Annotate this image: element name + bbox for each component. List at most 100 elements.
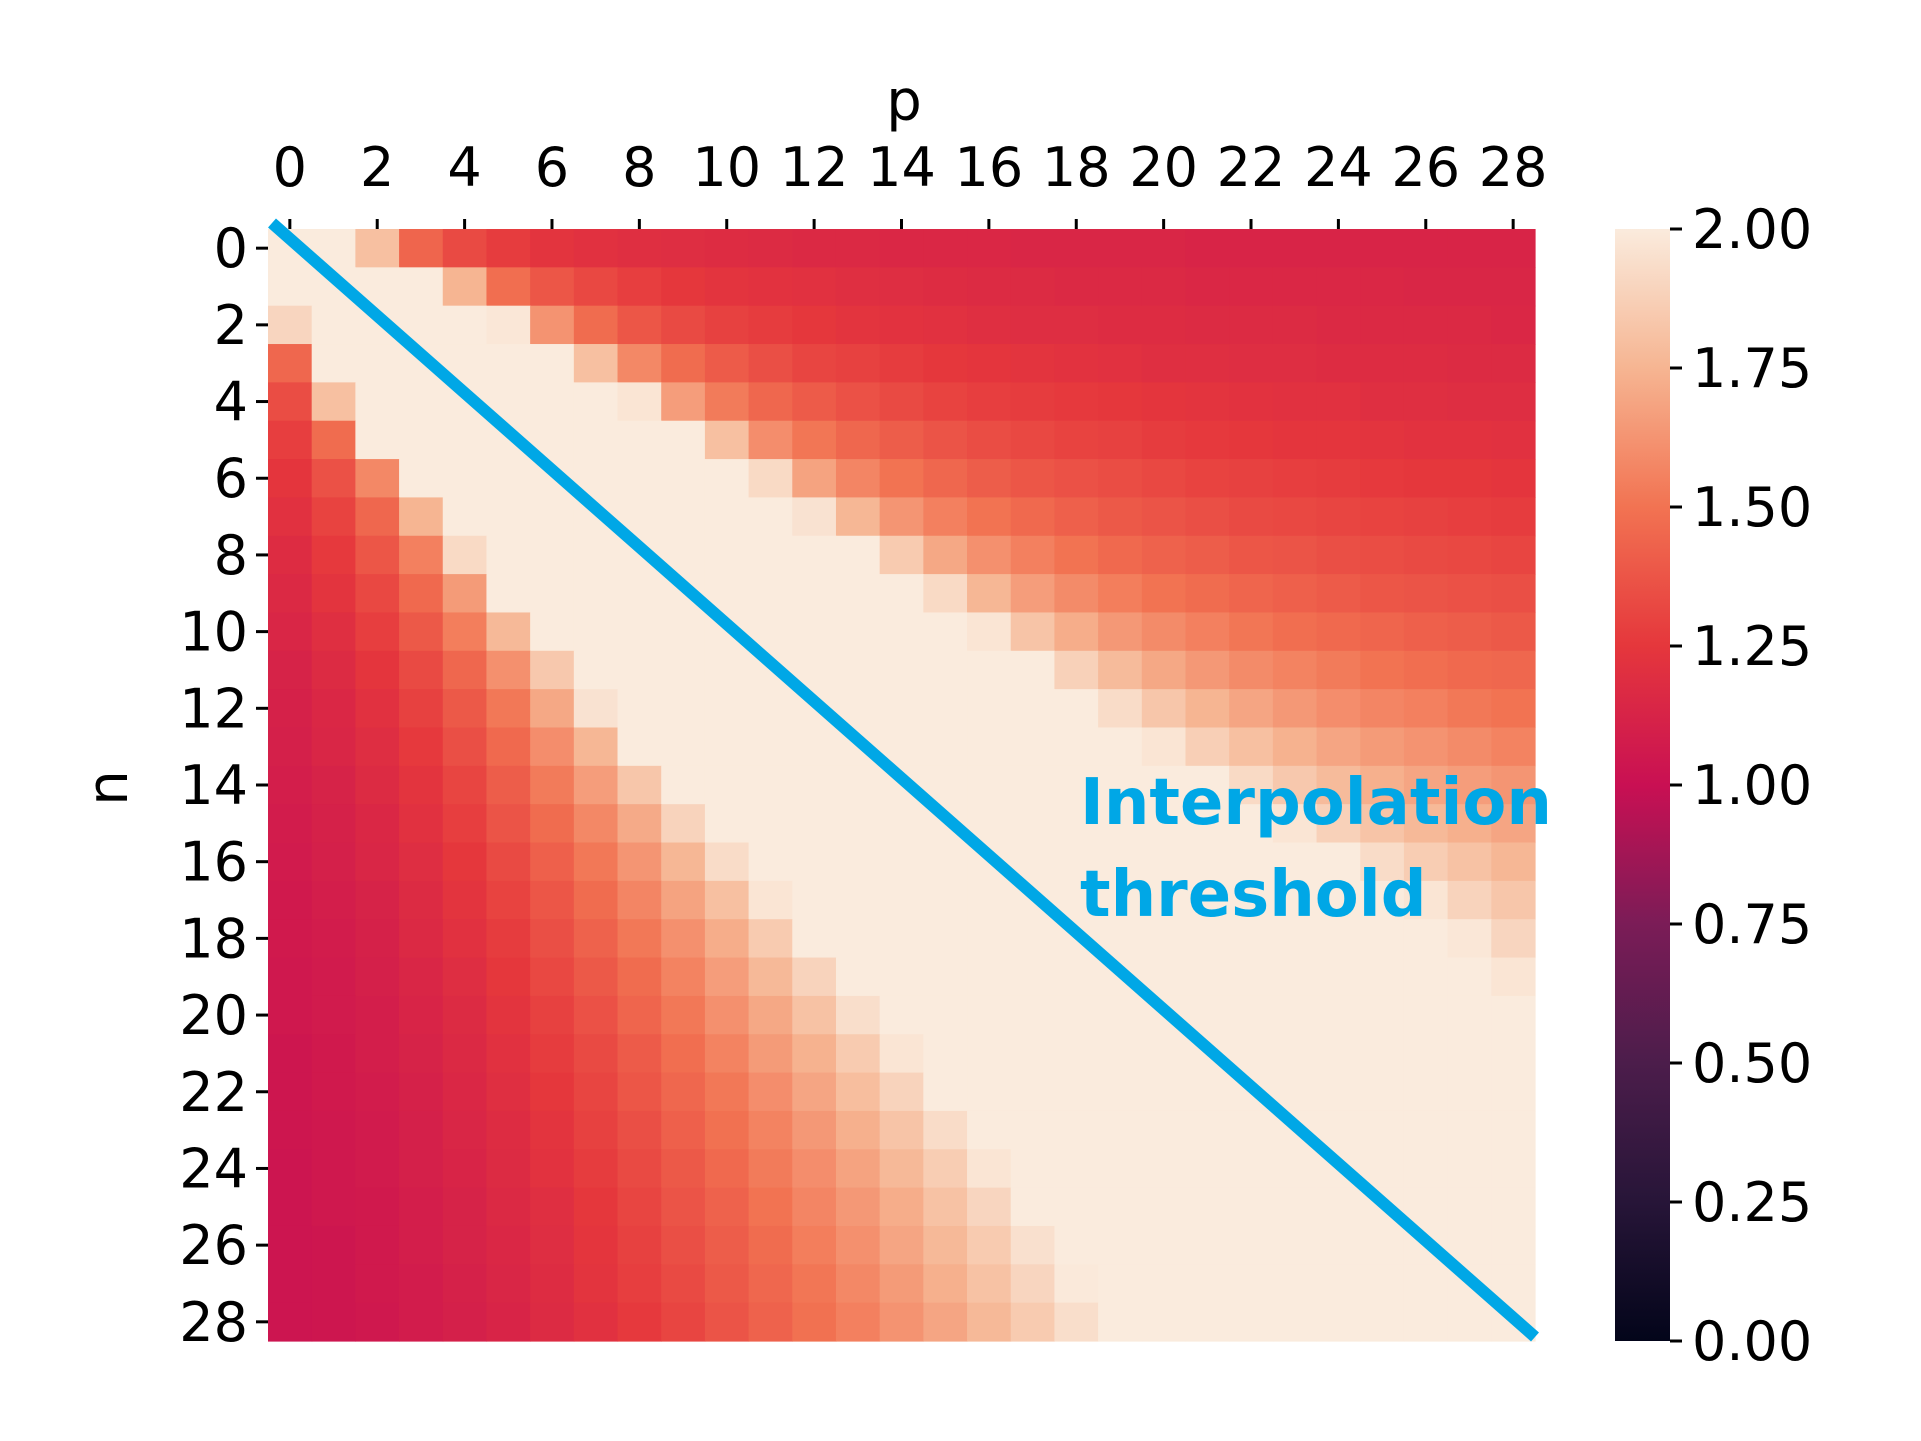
heatmap-cell [704, 305, 750, 345]
heatmap-cell [661, 1110, 706, 1150]
heatmap-cell [1141, 1302, 1187, 1342]
heatmap-cell [311, 305, 356, 345]
heatmap-cell [1360, 727, 1405, 767]
x-tick-label: 8 [622, 136, 656, 199]
heatmap-cell [879, 650, 924, 690]
heatmap-cell [1360, 1225, 1405, 1265]
heatmap-cell [835, 765, 881, 805]
heatmap-cell [1403, 1110, 1449, 1150]
heatmap-cell [1229, 612, 1274, 652]
heatmap-cell [399, 1110, 444, 1150]
heatmap-cell [923, 650, 968, 690]
heatmap-cell [530, 1302, 575, 1342]
y-tick-label: 12 [179, 677, 248, 740]
heatmap-cell [1447, 344, 1492, 383]
heatmap-cell [486, 957, 531, 997]
heatmap-cell [1272, 919, 1318, 959]
heatmap-cell [355, 1225, 400, 1265]
heatmap-cell [879, 1110, 924, 1150]
heatmap-cell [661, 305, 706, 345]
heatmap-cell [1403, 919, 1449, 959]
colorbar [1615, 229, 1670, 1341]
heatmap-cell [967, 1110, 1012, 1150]
heatmap-cell [923, 535, 968, 575]
heatmap-cell [1403, 804, 1449, 844]
heatmap-cell [835, 1110, 881, 1150]
heatmap-cell [661, 880, 706, 920]
heatmap-cell [792, 957, 837, 997]
heatmap-cell [1403, 459, 1449, 499]
heatmap-cell [1098, 267, 1143, 307]
heatmap-cell [573, 765, 619, 805]
heatmap-cell [573, 420, 619, 460]
heatmap-cell [1098, 1302, 1143, 1342]
heatmap-cell [1098, 344, 1143, 383]
heatmap-cell [1403, 612, 1449, 652]
heatmap-cell [1054, 229, 1099, 268]
heatmap-cell [486, 919, 531, 959]
heatmap-cell [399, 420, 444, 460]
heatmap-cell [355, 229, 400, 268]
heatmap-cell [1447, 535, 1492, 575]
x-tick-label: 24 [1304, 136, 1373, 199]
heatmap-cell [835, 612, 881, 652]
heatmap-cell [1098, 689, 1143, 729]
heatmap-cell [1403, 880, 1449, 920]
heatmap-cell [1185, 1302, 1230, 1342]
heatmap-cell [792, 1149, 837, 1189]
heatmap-cell [704, 1149, 750, 1189]
heatmap-cell [268, 267, 313, 307]
heatmap-cell [617, 1072, 662, 1112]
heatmap-cell [1447, 267, 1492, 307]
heatmap-cell [879, 1072, 924, 1112]
heatmap-cell [530, 382, 575, 422]
heatmap-cell [1229, 497, 1274, 537]
heatmap-cell [1403, 229, 1449, 268]
heatmap-cell [1141, 382, 1187, 422]
heatmap-cell [792, 305, 837, 345]
heatmap-cell [1054, 1264, 1099, 1304]
heatmap-cell [792, 574, 837, 614]
heatmap-cell [835, 1072, 881, 1112]
heatmap-cell [617, 574, 662, 614]
heatmap-cell [268, 305, 313, 345]
heatmap-cell [1229, 765, 1274, 805]
heatmap-cell [923, 880, 968, 920]
heatmap-cell [1010, 382, 1056, 422]
heatmap-cell [530, 842, 575, 882]
heatmap-cell [617, 229, 662, 268]
heatmap-cell [967, 650, 1012, 690]
heatmap-cell [748, 267, 793, 307]
x-tick-label: 18 [1042, 136, 1111, 199]
heatmap-cell [311, 842, 356, 882]
heatmap-cell [399, 1187, 444, 1227]
heatmap-cell [486, 995, 531, 1035]
heatmap-cell [1360, 689, 1405, 729]
heatmap-cell [1491, 1072, 1536, 1112]
heatmap-cell [1098, 1187, 1143, 1227]
heatmap-cell [573, 267, 619, 307]
heatmap-cell [923, 267, 968, 307]
heatmap-cell [661, 229, 706, 268]
heatmap-cell [748, 689, 793, 729]
heatmap-cell [1054, 650, 1099, 690]
heatmap-cell [967, 1072, 1012, 1112]
heatmap-cell [1447, 727, 1492, 767]
heatmap-cell [835, 420, 881, 460]
heatmap-cell [268, 459, 313, 499]
heatmap-cell [268, 765, 313, 805]
heatmap-cell [879, 382, 924, 422]
heatmap-cell [1054, 1072, 1099, 1112]
heatmap-cell [442, 267, 488, 307]
heatmap-cell [1491, 842, 1536, 882]
heatmap-cell [1360, 574, 1405, 614]
heatmap-cell [1491, 880, 1536, 920]
heatmap-cell [1491, 574, 1536, 614]
heatmap-cell [1054, 957, 1099, 997]
heatmap-cell [1272, 727, 1318, 767]
x-tick-label: 4 [447, 136, 481, 199]
heatmap-cell [1403, 765, 1449, 805]
heatmap-cell [1447, 1302, 1492, 1342]
heatmap-cell [704, 765, 750, 805]
